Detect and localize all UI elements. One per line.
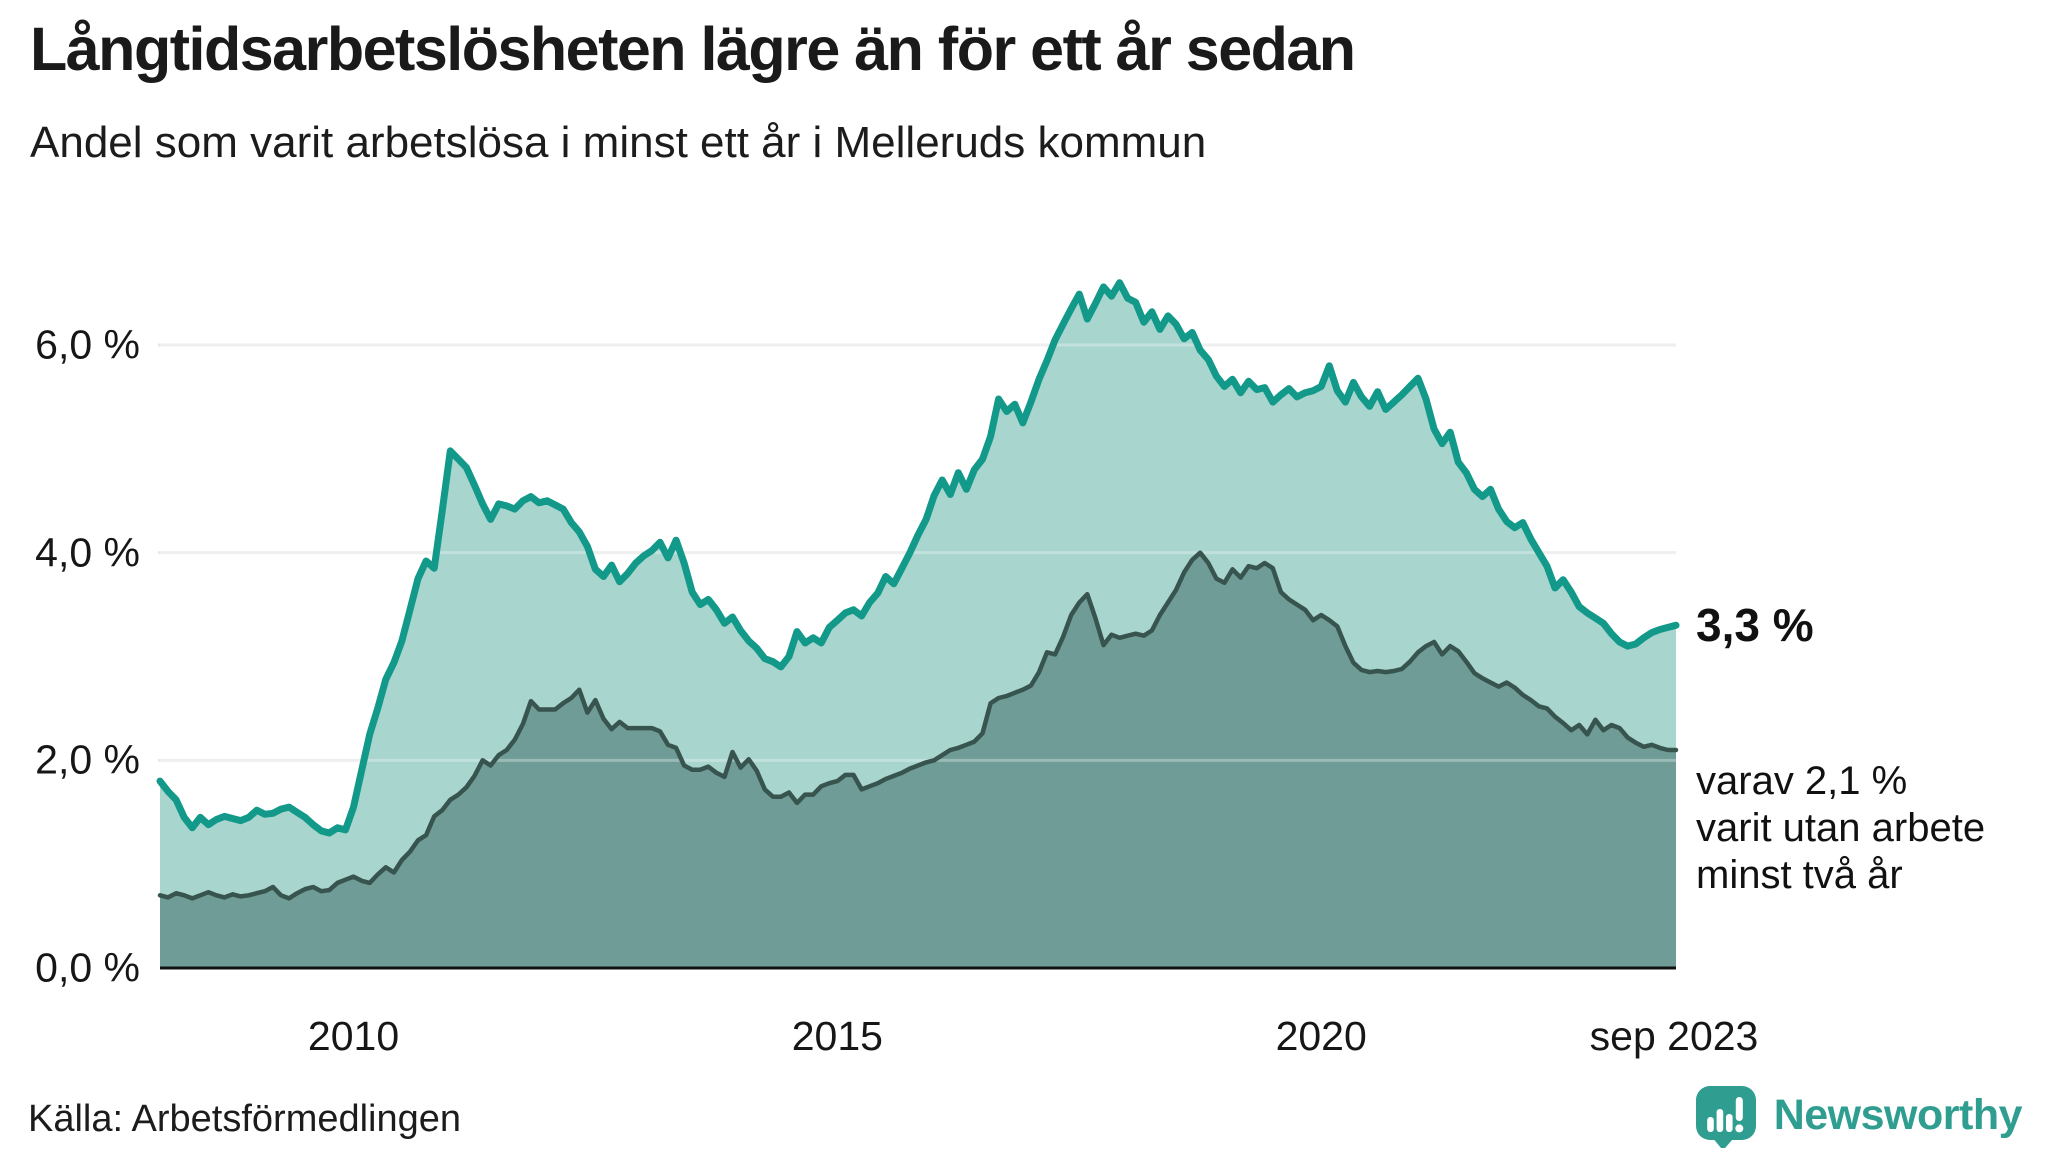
y-axis-label: 0,0 % bbox=[35, 944, 140, 991]
newsworthy-wordmark: Newsworthy bbox=[1773, 1090, 2023, 1139]
newsworthy-logo: Newsworthy bbox=[1692, 1082, 2023, 1148]
page-title: Långtidsarbetslösheten lägre än för ett … bbox=[30, 15, 1356, 83]
y-axis-label: 4,0 % bbox=[35, 529, 140, 576]
latest-value-label: 3,3 % bbox=[1696, 599, 1814, 652]
series-two-years-line bbox=[157, 550, 1679, 901]
series-total-line bbox=[156, 279, 1680, 837]
newsworthy-icon bbox=[1695, 1086, 1756, 1148]
page-subtitle: Andel som varit arbetslösa i minst ett å… bbox=[30, 118, 1207, 167]
y-axis-label: 2,0 % bbox=[35, 736, 140, 783]
x-axis-label: 2010 bbox=[307, 1013, 400, 1059]
y-axis-label: 6,0 % bbox=[35, 321, 140, 368]
source-note: Källa: Arbetsförmedlingen bbox=[28, 1098, 462, 1140]
secondary-value-label: varav 2,1 % varit utan arbete minst två … bbox=[1696, 758, 1986, 897]
series-two-years-area bbox=[160, 552, 1676, 968]
x-axis-label: 2015 bbox=[791, 1013, 883, 1059]
x-axis-label: sep 2023 bbox=[1589, 1013, 1759, 1059]
x-axis-label: 2020 bbox=[1275, 1013, 1367, 1059]
